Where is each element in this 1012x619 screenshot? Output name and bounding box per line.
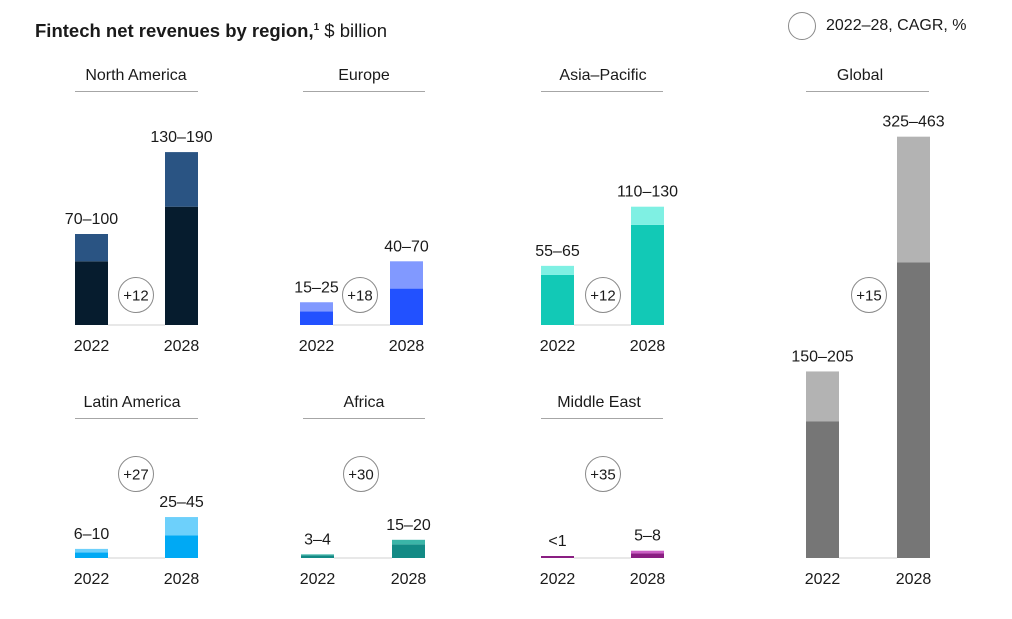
bar-segment — [631, 553, 664, 558]
data-label: 55–65 — [535, 243, 580, 260]
x-tick-label: 2022 — [540, 571, 576, 588]
x-tick-label: 2028 — [391, 571, 427, 588]
panel-4: Latin America 6–10 2022 25–45 2028 +27 — [74, 394, 204, 588]
x-tick-label: 2022 — [74, 338, 110, 355]
cagr-circle — [585, 456, 621, 492]
legend-circle-icon — [788, 12, 816, 40]
bar-segment — [897, 262, 930, 558]
bar-segment — [392, 539, 425, 545]
data-label: 40–70 — [384, 238, 429, 255]
cagr-label: +12 — [123, 288, 148, 305]
bar-segment — [631, 550, 664, 554]
data-label: 6–10 — [74, 526, 110, 543]
bar-segment — [390, 261, 423, 289]
x-tick-label: 2022 — [300, 571, 336, 588]
x-tick-label: 2028 — [896, 571, 932, 588]
cagr-circle — [118, 277, 154, 313]
bar-segment — [301, 554, 334, 556]
bar-segment — [392, 544, 425, 558]
data-label: 150–205 — [791, 348, 853, 365]
cagr-label: +35 — [590, 467, 615, 484]
panel-5: Africa 3–4 2022 15–20 2028 +30 — [300, 394, 431, 588]
cagr-label: +12 — [590, 288, 615, 305]
x-tick-label: 2022 — [540, 338, 576, 355]
footnote-marker: 1 — [313, 21, 320, 33]
bar-segment — [541, 556, 574, 558]
bar-segment — [300, 311, 333, 325]
panel-3: Global 150–205 2022 325–463 2028 +15 — [791, 67, 944, 588]
bar-segment — [541, 265, 574, 275]
legend-label: 2022–28, CAGR, % — [826, 17, 967, 34]
bar-segment — [165, 152, 198, 207]
data-label: 5–8 — [634, 528, 661, 545]
data-label: 130–190 — [150, 129, 212, 146]
data-label: 25–45 — [159, 494, 204, 511]
data-label: 15–20 — [386, 517, 431, 534]
panel-title: Asia–Pacific — [559, 67, 646, 84]
panel-0: North America 70–100 2022 130–190 2028 +12 — [65, 67, 213, 355]
bar-segment — [75, 234, 108, 262]
cagr-label: +30 — [348, 467, 373, 484]
data-label: 3–4 — [304, 531, 331, 548]
bar-segment — [165, 206, 198, 325]
x-tick-label: 2028 — [389, 338, 425, 355]
bar-segment — [75, 548, 108, 553]
panel-1: Europe 15–25 2022 40–70 2028 +18 — [294, 67, 429, 355]
panel-title: Middle East — [557, 394, 641, 411]
bar-segment — [301, 555, 334, 558]
data-label: <1 — [548, 533, 566, 550]
panel-6: Middle East <1 2022 5–8 2028 +35 — [540, 394, 666, 588]
cagr-circle — [343, 456, 379, 492]
data-label: 15–25 — [294, 279, 339, 296]
bar-segment — [165, 535, 198, 558]
bar-segment — [806, 371, 839, 422]
bar-segment — [806, 421, 839, 558]
chart-title: Fintech net revenues by region,1 $ billi… — [35, 20, 387, 42]
panel-2: Asia–Pacific 55–65 2022 110–130 2028 +12 — [535, 67, 678, 355]
chart-unit: $ billion — [324, 20, 388, 41]
chart-title-text: Fintech net revenues by region, — [35, 20, 314, 41]
cagr-label: +18 — [347, 288, 372, 305]
x-tick-label: 2028 — [164, 338, 200, 355]
legend: 2022–28, CAGR, % — [788, 12, 967, 40]
panel-title: Global — [837, 67, 883, 84]
bar-segment — [897, 136, 930, 263]
panel-title: North America — [85, 67, 186, 84]
data-label: 70–100 — [65, 211, 118, 228]
data-label: 110–130 — [617, 184, 678, 201]
bar-segment — [631, 206, 664, 225]
x-tick-label: 2022 — [74, 571, 110, 588]
x-tick-label: 2022 — [805, 571, 841, 588]
bar-segment — [541, 274, 574, 325]
bar-segment — [390, 288, 423, 325]
cagr-label: +27 — [123, 467, 148, 484]
x-tick-label: 2022 — [299, 338, 335, 355]
cagr-label: +15 — [856, 288, 881, 305]
bar-segment — [75, 552, 108, 558]
bar-segment — [631, 224, 664, 325]
panel-title: Europe — [338, 67, 390, 84]
cagr-circle — [851, 277, 887, 313]
x-tick-label: 2028 — [630, 338, 666, 355]
x-tick-label: 2028 — [630, 571, 666, 588]
cagr-circle — [118, 456, 154, 492]
cagr-circle — [342, 277, 378, 313]
bar-segment — [300, 302, 333, 312]
data-label: 325–463 — [882, 114, 944, 131]
bar-segment — [165, 517, 198, 536]
x-tick-label: 2028 — [164, 571, 200, 588]
panel-title: Africa — [344, 394, 385, 411]
cagr-circle — [585, 277, 621, 313]
panel-title: Latin America — [84, 394, 181, 411]
bar-segment — [75, 261, 108, 325]
